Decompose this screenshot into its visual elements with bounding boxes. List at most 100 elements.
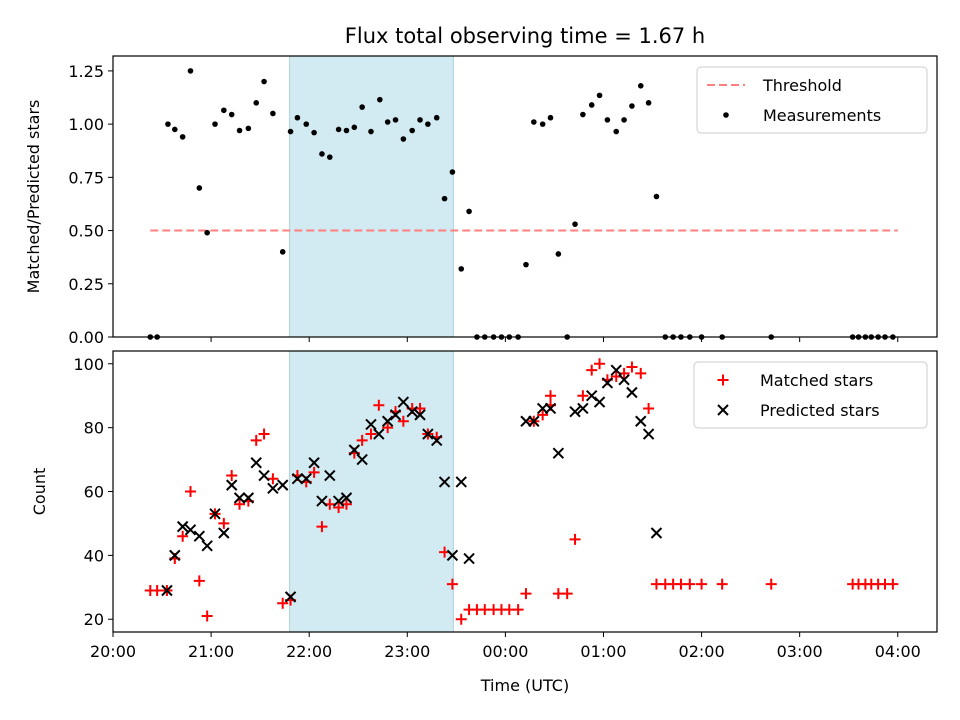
legend-label: Threshold [762, 76, 842, 95]
measurement-point [637, 83, 644, 89]
measurement-point [335, 126, 342, 133]
measurement-point [236, 127, 243, 134]
legend-box [693, 361, 928, 429]
predicted-star-point [169, 549, 181, 562]
x-tick-label: 22:00 [286, 642, 332, 661]
matched-star-point [446, 578, 458, 590]
predicted-star-point [397, 396, 410, 408]
predicted-star-point [373, 428, 385, 440]
matched-star-point [684, 578, 696, 590]
x-axis-label: Time (UTC) [480, 676, 569, 695]
shaded-interval [289, 55, 454, 338]
y-tick-label: 1.00 [68, 115, 104, 134]
predicted-star-point [300, 473, 312, 485]
x-tick-label: 00:00 [482, 642, 528, 661]
matched-star-point [356, 434, 368, 446]
predicted-star-point [463, 552, 475, 565]
matched-star-point [365, 428, 377, 440]
measurement-point [377, 96, 383, 103]
predicted-star-point [650, 527, 663, 539]
y-tick-label: 0.75 [68, 168, 104, 187]
predicted-star-point [635, 415, 647, 427]
x-tick-label: 04:00 [875, 642, 921, 661]
measurement-point [613, 128, 620, 135]
matched-star-point [333, 501, 345, 513]
x-tick-label: 23:00 [384, 642, 430, 661]
measurement-point [165, 121, 171, 127]
matched-star-point [635, 367, 647, 379]
x-tick-label: 21:00 [188, 642, 234, 661]
predicted-star-point [356, 453, 368, 466]
matched-star-point [594, 358, 606, 370]
matched-star-point [455, 613, 467, 625]
x-tick-label: 03:00 [777, 642, 823, 661]
top-panel: 0.00 0.25 0.50 0.75 1.00 1.25 Matched/Predicte… [24, 55, 938, 347]
legend-label: Matched stars [760, 371, 873, 390]
legend-matched-swatch [717, 374, 729, 386]
predicted-star-point [324, 469, 336, 482]
measurement-point [179, 134, 186, 140]
matched-star-point [234, 498, 246, 510]
matched-star-point [201, 610, 213, 622]
predicted-star-point [455, 476, 467, 488]
measurement-point [303, 121, 310, 127]
matched-star-point [316, 521, 328, 533]
shaded-interval [289, 350, 454, 633]
measurement-point [196, 185, 203, 191]
predicted-star-point [642, 428, 655, 440]
measurement-point [261, 78, 267, 85]
predicted-star-point [431, 434, 443, 447]
predicted-star-point [258, 469, 270, 482]
y-tick-label: 1.25 [68, 62, 104, 81]
predicted-star-point [381, 415, 394, 427]
measurement-point [212, 121, 218, 127]
measurement-point [343, 127, 350, 134]
measurement-point [359, 104, 365, 110]
legend-predicted-swatch [717, 404, 729, 416]
measurement-point [417, 117, 423, 123]
matched-star-point [184, 486, 196, 497]
y-tick-label: 20 [84, 610, 104, 629]
predicted-star-point [316, 495, 328, 507]
predicted-star-point [601, 377, 614, 389]
predicted-star-point [438, 476, 451, 488]
matched-star-point [267, 473, 279, 485]
measurement-point [245, 125, 252, 132]
predicted-star-point [225, 479, 238, 491]
predicted-star-point [528, 415, 540, 427]
measurement-point [466, 208, 472, 215]
x-tick-label: 01:00 [580, 642, 626, 661]
y-axis-label: Count [30, 468, 49, 516]
matched-star-point [373, 399, 385, 411]
matched-star-point [569, 533, 581, 545]
measurement-point [433, 114, 440, 121]
predicted-star-point [414, 409, 426, 421]
predicted-star-point [209, 508, 221, 520]
measurement-point [588, 102, 595, 108]
measurement-point [368, 128, 374, 135]
matched-star-point [258, 428, 270, 440]
matched-star-point [716, 578, 728, 590]
measurement-point [596, 92, 603, 99]
y-tick-label: 0.50 [68, 222, 104, 241]
predicted-star-point [544, 402, 557, 415]
predicted-star-point [193, 530, 206, 542]
matched-star-point [887, 578, 899, 590]
bottom-panel: 20 40 60 80 100 20:00 21:00 22:00 23:00 00:00 01:0… [30, 350, 938, 695]
measurement-point [572, 221, 578, 227]
measurement-point [204, 229, 210, 236]
measurement-point [392, 117, 399, 123]
predicted-star-point [218, 527, 230, 539]
axes-frame [112, 55, 938, 338]
measurement-point [604, 117, 611, 123]
matched-star-point [151, 584, 163, 596]
matched-star-point [626, 361, 638, 373]
matched-star-point [218, 517, 230, 529]
measurement-point [172, 126, 178, 133]
measurement-point [311, 129, 317, 136]
measurement-point [441, 195, 448, 202]
y-axis-label: Matched/Predicted stars [24, 100, 43, 294]
measurement-point [221, 107, 227, 114]
predicted-star-point [446, 549, 459, 562]
